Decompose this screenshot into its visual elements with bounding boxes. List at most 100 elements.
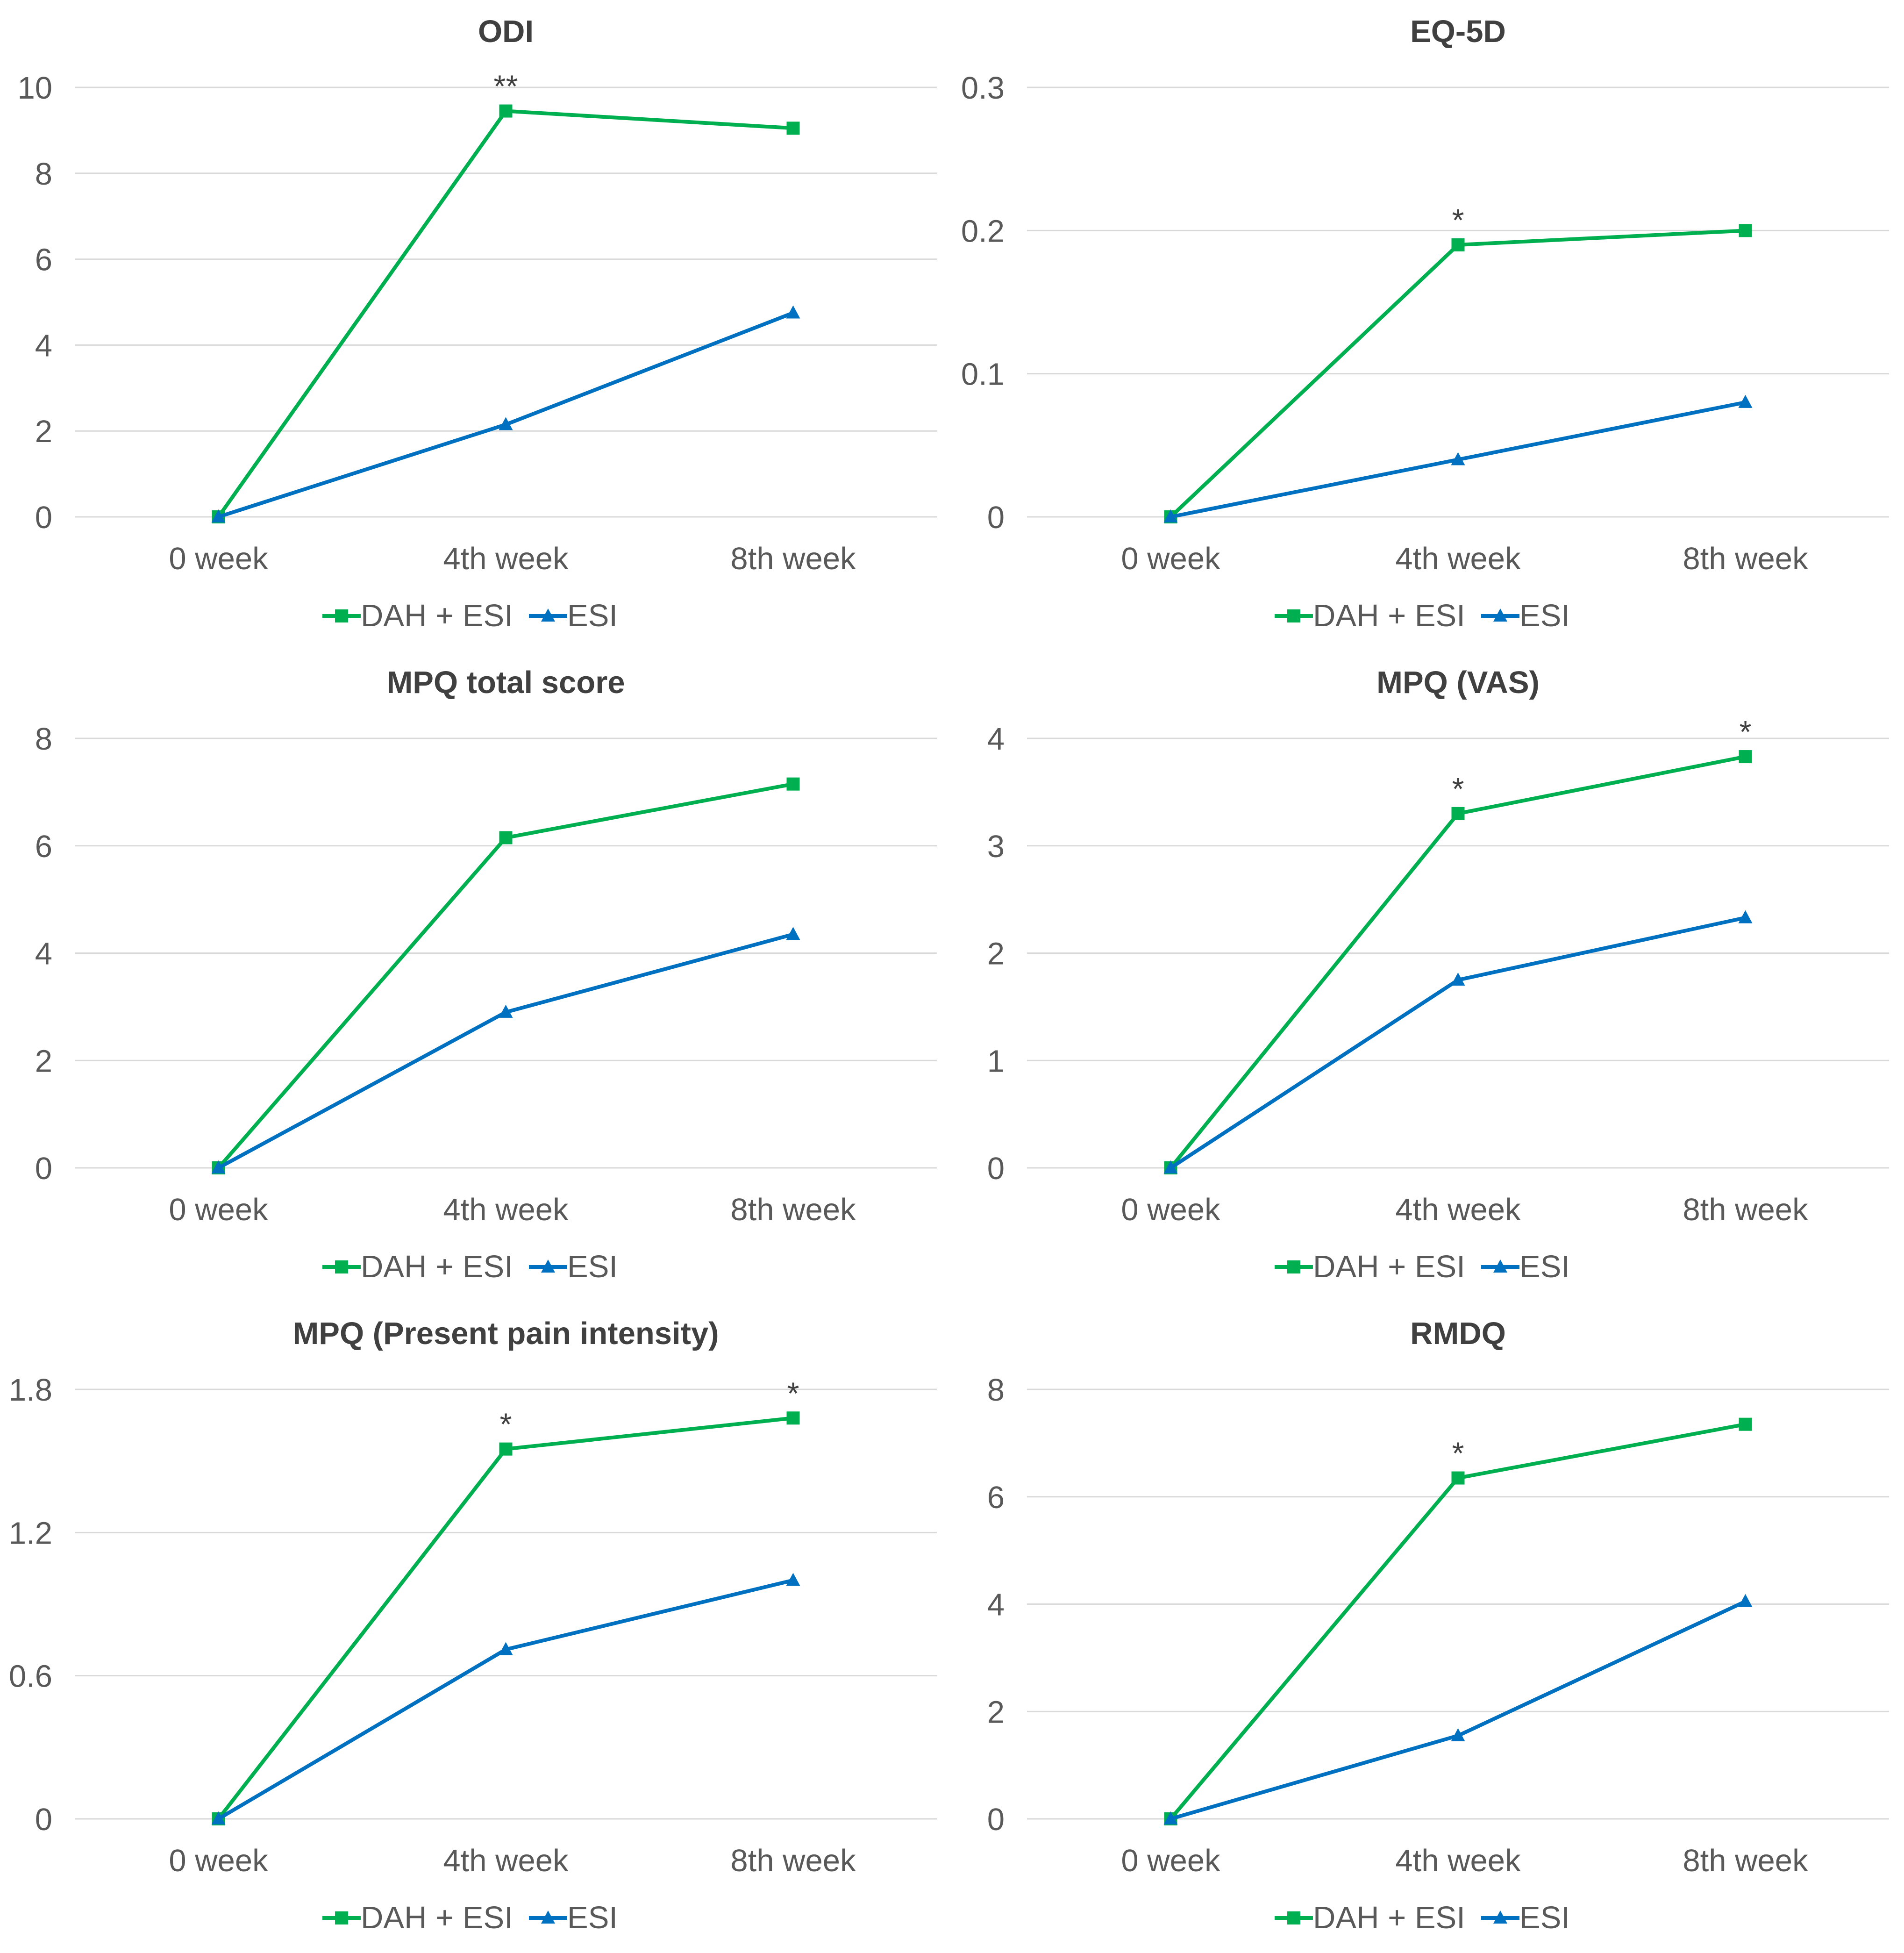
significance-marker: ** — [493, 69, 518, 104]
x-tick-label: 0 week — [169, 1192, 268, 1227]
x-tick-label: 4th week — [1395, 1843, 1521, 1878]
legend-marker-esi — [1493, 1259, 1507, 1273]
legend: DAH + ESI ESI — [322, 1900, 618, 1935]
legend-marker-dah-esi — [335, 609, 348, 622]
significance-marker: * — [1739, 715, 1751, 750]
y-tick-label: 8 — [35, 157, 52, 192]
data-point-esi — [499, 417, 513, 430]
legend-marker-dah-esi — [335, 1260, 348, 1273]
legend-label-esi: ESI — [1519, 598, 1570, 633]
rmdq-chart: RMDQ 0 2 4 6 8 0 week 4th week 8th week * DAH + ES… — [987, 1316, 1889, 1935]
chart-panel-odi: ODI 0 2 4 6 8 10 0 week 4th week 8th week ** DAH + … — [0, 0, 952, 651]
legend-label-esi: ESI — [567, 1249, 618, 1284]
series-line-esi — [1169, 916, 1746, 1170]
legend-label-dah-esi: DAH + ESI — [1313, 1900, 1465, 1935]
chart-panel-mpq-total: MPQ total score 0 2 4 6 8 0 week 4th week 8th we… — [0, 651, 952, 1302]
chart-panel-rmdq: RMDQ 0 2 4 6 8 0 week 4th week 8th week * DAH + ES… — [952, 1302, 1904, 1953]
legend-marker-dah-esi — [1287, 609, 1300, 622]
mpq-vas-chart: MPQ (VAS) 0 1 2 3 4 0 week 4th week 8th week * * DA… — [987, 665, 1889, 1284]
legend-marker-esi — [541, 1259, 555, 1273]
legend: DAH + ESI ESI — [1275, 598, 1570, 633]
chart-panel-mpq-ppi: MPQ (Present pain intensity) 0 0.6 1.2 1.8 0 … — [0, 1302, 952, 1953]
y-tick-label: 6 — [987, 1480, 1005, 1515]
legend: DAH + ESI ESI — [322, 1249, 618, 1284]
y-tick-label: 0 — [987, 1802, 1005, 1837]
data-point-dah-esi — [786, 1411, 800, 1425]
chart-title: MPQ total score — [386, 665, 625, 700]
x-tick-label: 0 week — [1121, 1192, 1220, 1227]
data-point-dah-esi — [786, 122, 800, 135]
legend-marker-esi — [1493, 608, 1507, 622]
data-point-esi — [1163, 509, 1178, 522]
data-point-esi — [1451, 972, 1465, 986]
y-tick-label: 0 — [987, 1151, 1005, 1186]
data-point-esi — [1738, 394, 1753, 408]
data-point-esi — [786, 305, 800, 319]
significance-marker: * — [1452, 1436, 1464, 1471]
y-tick-label: 2 — [987, 1695, 1005, 1730]
y-tick-label: 2 — [35, 1044, 52, 1079]
data-point-dah-esi — [786, 777, 800, 791]
chart-title: MPQ (Present pain intensity) — [292, 1316, 719, 1351]
data-point-esi — [211, 509, 226, 522]
data-point-esi — [786, 1573, 800, 1586]
x-tick-label: 0 week — [1121, 541, 1220, 576]
significance-marker: * — [499, 1407, 512, 1442]
series-line-dah-esi — [217, 109, 793, 518]
x-tick-label: 8th week — [1683, 1843, 1808, 1878]
mpq-total-score-chart: MPQ total score 0 2 4 6 8 0 week 4th week 8th we… — [35, 665, 937, 1284]
y-tick-label: 8 — [35, 722, 52, 757]
x-tick-label: 8th week — [730, 541, 856, 576]
y-tick-label: 4 — [35, 328, 52, 363]
mpq-present-pain-intensity-chart: MPQ (Present pain intensity) 0 0.6 1.2 1.8 0 … — [9, 1316, 937, 1935]
data-point-esi — [1738, 910, 1753, 923]
odi-chart: ODI 0 2 4 6 8 10 0 week 4th week 8th week ** DAH + … — [17, 14, 937, 633]
significance-marker: * — [787, 1376, 799, 1411]
x-tick-label: 4th week — [443, 1843, 569, 1878]
y-tick-label: 0.3 — [961, 71, 1005, 106]
legend-marker-esi — [1493, 1910, 1507, 1924]
chart-title: ODI — [478, 14, 534, 49]
y-tick-label: 1.2 — [9, 1516, 52, 1551]
y-tick-label: 6 — [35, 243, 52, 278]
legend-label-esi: ESI — [1519, 1900, 1570, 1935]
y-tick-label: 4 — [987, 1588, 1005, 1623]
data-point-esi — [786, 927, 800, 940]
legend-marker-dah-esi — [1287, 1911, 1300, 1924]
legend: DAH + ESI ESI — [1275, 1249, 1570, 1284]
y-tick-label: 8 — [987, 1373, 1005, 1408]
x-tick-label: 4th week — [1395, 541, 1521, 576]
data-point-esi — [1738, 1594, 1753, 1607]
chart-panel-mpq-vas: MPQ (VAS) 0 1 2 3 4 0 week 4th week 8th week * * DA… — [952, 651, 1904, 1302]
x-tick-label: 8th week — [730, 1192, 856, 1227]
x-tick-label: 4th week — [443, 1192, 569, 1227]
data-point-esi — [499, 1004, 513, 1018]
y-tick-label: 0 — [35, 1802, 52, 1837]
y-tick-label: 6 — [35, 829, 52, 864]
x-tick-label: 4th week — [443, 541, 569, 576]
y-tick-label: 0 — [35, 1151, 52, 1186]
legend: DAH + ESI ESI — [322, 598, 618, 633]
eq5d-chart: EQ-5D 0 0.1 0.2 0.3 0 week 4th week 8th week * DA… — [961, 14, 1889, 633]
data-point-dah-esi — [1451, 238, 1465, 251]
legend-label-dah-esi: DAH + ESI — [361, 598, 513, 633]
legend: DAH + ESI ESI — [1275, 1900, 1570, 1935]
legend-label-dah-esi: DAH + ESI — [361, 1249, 513, 1284]
legend-label-esi: ESI — [1519, 1249, 1570, 1284]
data-point-dah-esi — [1451, 807, 1465, 820]
x-tick-label: 0 week — [1121, 1843, 1220, 1878]
significance-marker: * — [1452, 772, 1464, 807]
data-point-esi — [211, 1160, 226, 1173]
series-line-esi — [218, 311, 794, 519]
y-tick-label: 2 — [35, 414, 52, 449]
data-point-dah-esi — [499, 831, 513, 844]
x-tick-label: 4th week — [1395, 1192, 1521, 1227]
significance-marker: * — [1452, 203, 1464, 238]
y-tick-label: 0 — [987, 500, 1005, 535]
data-point-dah-esi — [499, 104, 513, 118]
y-tick-label: 0 — [35, 500, 52, 535]
data-point-dah-esi — [499, 1442, 513, 1456]
y-tick-label: 1 — [987, 1044, 1005, 1079]
x-tick-label: 0 week — [169, 1843, 268, 1878]
